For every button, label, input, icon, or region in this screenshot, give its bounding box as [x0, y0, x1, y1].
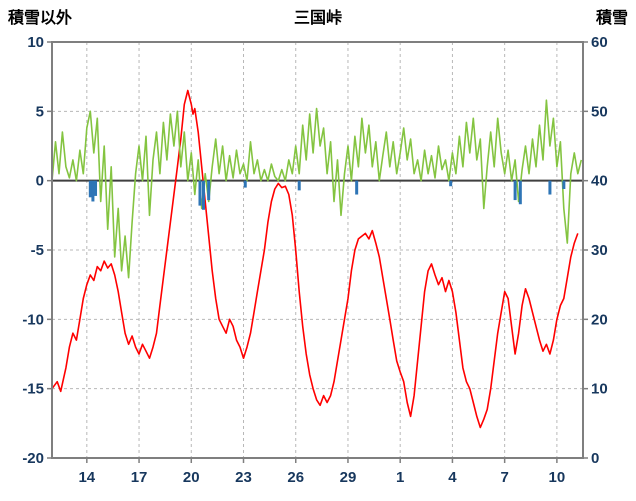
- blue-bar: [548, 180, 552, 195]
- x-tick-label: 29: [340, 469, 357, 486]
- left-tick-label: -15: [22, 381, 44, 398]
- x-tick-label: 17: [131, 469, 148, 486]
- right-tick-label: 30: [591, 242, 608, 259]
- x-tick-label: 1: [396, 469, 404, 486]
- blue-bar: [88, 180, 92, 198]
- blue-bar: [297, 180, 301, 191]
- x-tick-label: 4: [448, 469, 457, 486]
- blue-bar: [201, 180, 205, 210]
- left-tick-label: 10: [27, 34, 44, 51]
- x-tick-label: 26: [287, 469, 304, 486]
- right-tick-label: 20: [591, 311, 608, 328]
- right-tick-label: 40: [591, 173, 608, 190]
- left-tick-label: -5: [31, 242, 44, 259]
- blue-bar: [449, 180, 453, 187]
- blue-bar: [207, 180, 211, 201]
- left-tick-label: -20: [22, 450, 44, 467]
- right-tick-label: 60: [591, 34, 608, 51]
- right-tick-label: 10: [591, 381, 608, 398]
- right-tick-label: 50: [591, 103, 608, 120]
- chart-title: 三国峠: [293, 10, 343, 27]
- x-tick-label: 20: [183, 469, 200, 486]
- blue-bar: [243, 180, 247, 188]
- blue-bar: [513, 180, 517, 201]
- blue-bar: [562, 180, 566, 189]
- x-tick-label: 14: [78, 469, 95, 486]
- left-tick-label: 5: [36, 103, 44, 120]
- left-tick-label: -10: [22, 311, 44, 328]
- left-axis-title: 積雪以外: [8, 10, 73, 27]
- x-tick-label: 10: [549, 469, 566, 486]
- x-tick-label: 7: [500, 469, 508, 486]
- x-tick-label: 23: [235, 469, 252, 486]
- right-tick-label: 0: [591, 450, 599, 467]
- blue-bar: [355, 180, 359, 195]
- blue-bar: [91, 180, 95, 202]
- blue-bar: [198, 180, 202, 206]
- green-line: [51, 99, 583, 279]
- blue-bar: [518, 180, 522, 205]
- left-tick-label: 0: [36, 173, 44, 190]
- red-line: [51, 89, 579, 429]
- right-axis-title: 積雪: [595, 10, 628, 27]
- blue-bar: [94, 180, 98, 196]
